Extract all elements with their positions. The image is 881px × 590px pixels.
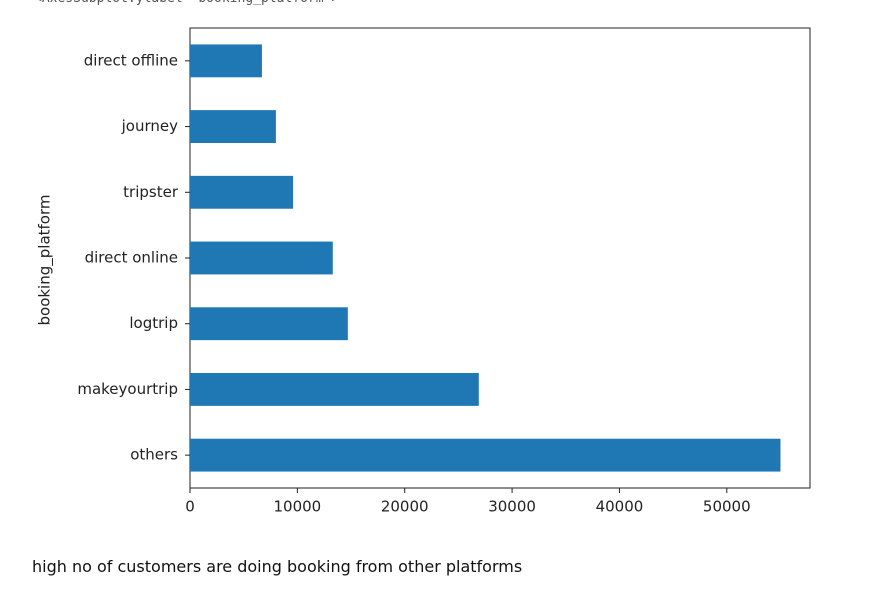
markdown-text: high no of customers are doing booking f… — [32, 557, 523, 576]
y-tick-label: makeyourtrip — [77, 380, 178, 398]
y-tick-label: logtrip — [129, 314, 178, 332]
y-axis-label: booking_platform — [36, 195, 55, 326]
y-tick-label: direct offline — [84, 51, 178, 69]
x-tick-label: 50000 — [703, 498, 751, 516]
x-tick-label: 20000 — [381, 498, 429, 516]
bar — [190, 241, 333, 275]
chart: booking_platform 0 10000 20000 30000 40000 50… — [36, 27, 811, 516]
bar — [190, 438, 781, 472]
bar — [190, 110, 276, 143]
x-tick-label: 40000 — [596, 498, 644, 516]
x-tick-label: 0 — [185, 498, 195, 516]
y-tick-label: tripster — [123, 183, 179, 201]
y-tick-label: journey — [121, 117, 178, 135]
cell-output: <AxesSubplot:ylabel='booking_platform'> — [34, 0, 339, 6]
bar — [190, 175, 294, 209]
bar — [190, 44, 262, 78]
y-tick-label: others — [130, 446, 178, 464]
x-tick-label: 30000 — [488, 498, 536, 516]
bar — [190, 307, 348, 341]
x-tick-label: 10000 — [273, 498, 321, 516]
bar — [190, 373, 479, 406]
y-tick-label: direct online — [85, 249, 178, 267]
